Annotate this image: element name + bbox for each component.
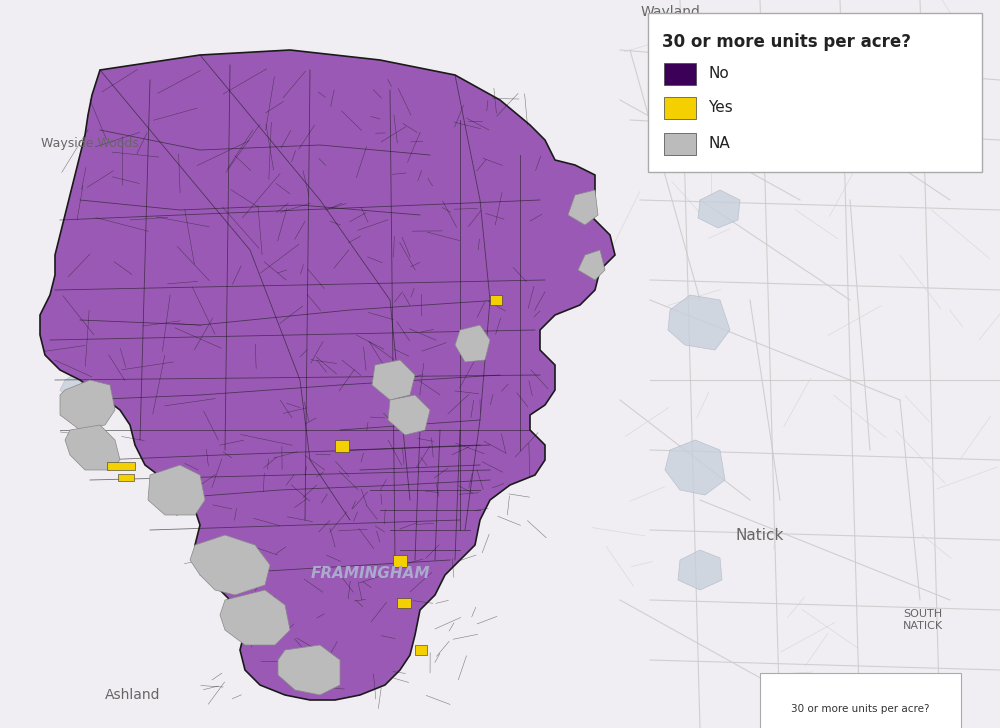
Text: Natick: Natick <box>736 528 784 542</box>
Polygon shape <box>372 360 415 400</box>
Text: Wayside Woods: Wayside Woods <box>41 136 139 149</box>
Text: FRAMINGHAM: FRAMINGHAM <box>310 566 430 580</box>
FancyBboxPatch shape <box>648 13 982 172</box>
Polygon shape <box>190 535 270 595</box>
Polygon shape <box>60 380 115 430</box>
Bar <box>393 555 407 567</box>
Bar <box>490 295 502 305</box>
Polygon shape <box>148 465 205 515</box>
Polygon shape <box>698 190 740 228</box>
Bar <box>664 63 696 85</box>
Text: 30 or more units per acre?: 30 or more units per acre? <box>791 704 929 714</box>
Bar <box>664 97 696 119</box>
Text: Ashland: Ashland <box>105 688 161 702</box>
Bar <box>664 133 696 155</box>
Text: No: No <box>708 66 729 82</box>
Polygon shape <box>568 190 598 225</box>
Polygon shape <box>60 365 110 408</box>
Bar <box>415 645 427 655</box>
Polygon shape <box>668 295 730 350</box>
Bar <box>118 474 134 481</box>
Text: NA: NA <box>708 136 730 151</box>
Bar <box>335 440 349 452</box>
Polygon shape <box>388 395 430 435</box>
Text: Wayland: Wayland <box>640 5 700 19</box>
Text: Yes: Yes <box>708 100 733 116</box>
Polygon shape <box>455 325 490 362</box>
Polygon shape <box>65 425 120 470</box>
Bar <box>397 598 411 608</box>
Polygon shape <box>40 50 615 700</box>
Text: SOUTH
NATICK: SOUTH NATICK <box>903 609 943 630</box>
Polygon shape <box>665 440 725 495</box>
Bar <box>107 462 135 470</box>
Polygon shape <box>678 550 722 590</box>
Polygon shape <box>578 250 605 280</box>
Polygon shape <box>220 590 290 645</box>
Polygon shape <box>278 645 340 695</box>
Text: 30 or more units per acre?: 30 or more units per acre? <box>662 33 911 51</box>
